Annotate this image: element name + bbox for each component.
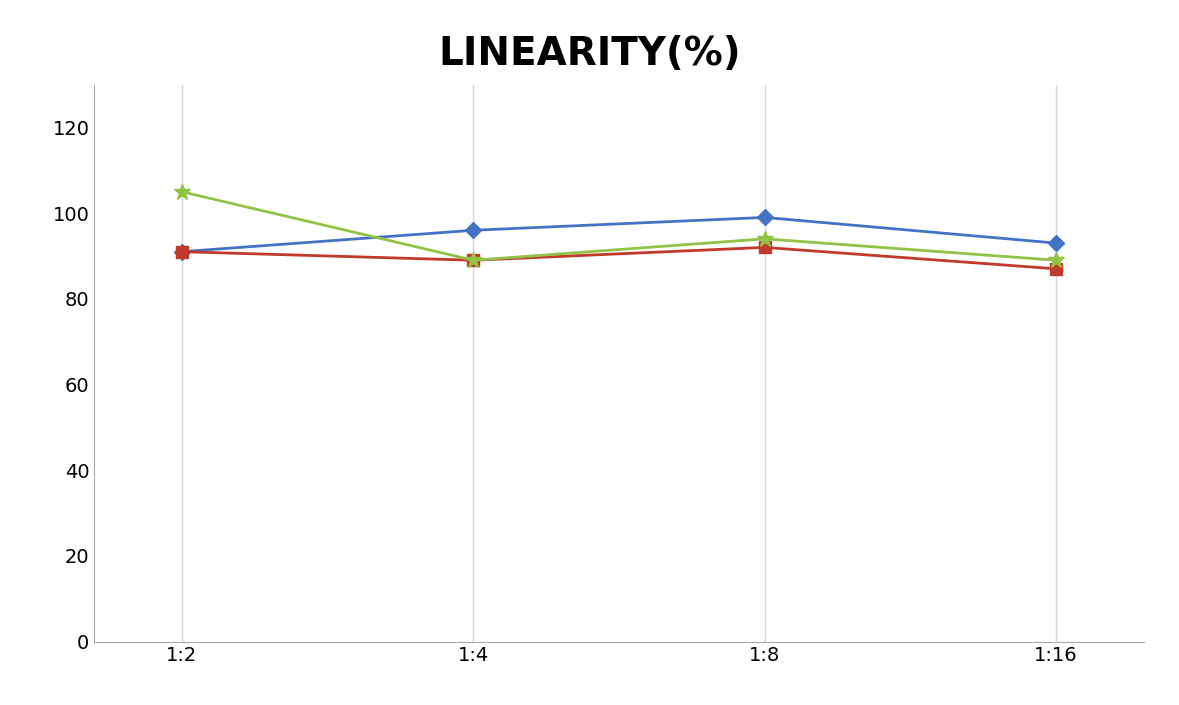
Serum (n=5) (174, 247, 189, 256)
Serum (n=5) (466, 226, 480, 235)
Cell culture media (n=5) (1049, 256, 1063, 264)
EDTA plasma (n=5) (758, 243, 772, 252)
Legend: Serum (n=5), EDTA plasma (n=5), Cell culture media (n=5): Serum (n=5), EDTA plasma (n=5), Cell cul… (216, 0, 1022, 6)
EDTA plasma (n=5) (1049, 264, 1063, 273)
Serum (n=5) (1049, 239, 1063, 247)
EDTA plasma (n=5) (174, 247, 189, 256)
Line: Cell culture media (n=5): Cell culture media (n=5) (173, 183, 1065, 269)
Line: EDTA plasma (n=5): EDTA plasma (n=5) (176, 242, 1062, 274)
Serum (n=5) (758, 213, 772, 221)
Cell culture media (n=5) (758, 235, 772, 243)
Text: LINEARITY(%): LINEARITY(%) (439, 35, 740, 73)
Line: Serum (n=5): Serum (n=5) (176, 212, 1062, 257)
Cell culture media (n=5) (466, 256, 480, 264)
Cell culture media (n=5) (174, 188, 189, 196)
EDTA plasma (n=5) (466, 256, 480, 264)
